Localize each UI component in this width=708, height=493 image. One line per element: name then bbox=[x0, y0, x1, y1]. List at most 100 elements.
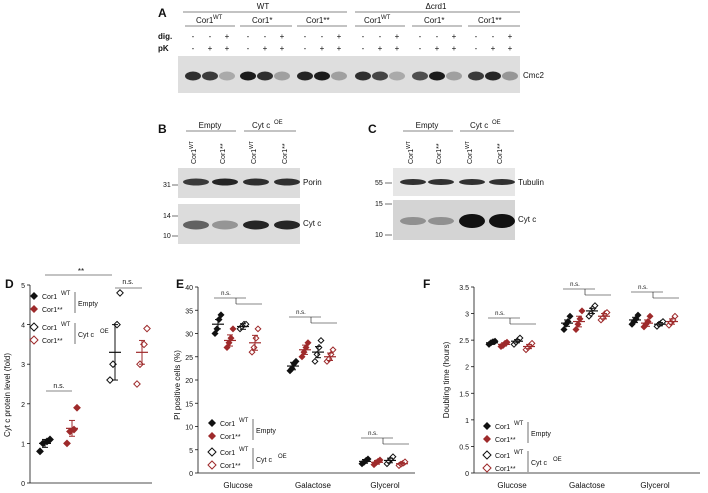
panel-c: C Empty Cyt c OE Cor1WT Cor1** Cor1WT Cor1*… bbox=[368, 120, 544, 240]
data-point bbox=[116, 289, 124, 297]
cmc2-band bbox=[257, 71, 273, 81]
data-point bbox=[572, 326, 580, 334]
panel-a-group-sup: WT bbox=[213, 15, 223, 21]
dig-sign: - bbox=[419, 32, 422, 41]
y-tick-label: 3 bbox=[21, 362, 25, 369]
data-point bbox=[211, 329, 219, 338]
sig-ns-label: n.s. bbox=[221, 291, 231, 297]
legend-cyt-sup: OE bbox=[278, 454, 287, 460]
panel-a: A WT Δcrd1 Cor1 WT Cor1* Cor1** Cor1 WT … bbox=[158, 2, 544, 93]
panel-d-marks bbox=[36, 289, 151, 456]
legend-wt-sup: WT bbox=[61, 291, 71, 297]
legend-marker-mut-empty bbox=[208, 432, 216, 440]
panel-a-group-label: Cor1 bbox=[196, 16, 214, 25]
panel-a-group-2: Cor1** bbox=[297, 16, 347, 27]
dig-sign: - bbox=[192, 32, 195, 41]
panel-b-bands bbox=[183, 178, 300, 230]
data-point bbox=[46, 435, 54, 444]
pk-sign: + bbox=[225, 44, 230, 53]
cmc2-band bbox=[274, 71, 290, 81]
legend-wt-empty: Cor1 bbox=[495, 424, 510, 431]
legend-cyt-label: Cyt c bbox=[256, 457, 272, 464]
pk-sign: + bbox=[320, 44, 325, 53]
panel-d-sig-main: ** bbox=[78, 267, 84, 276]
panel-f-significance: n.s. n.s. n.s. bbox=[488, 282, 679, 325]
panel-b-group-empty: Empty bbox=[199, 121, 222, 130]
panel-a-group-sup: WT bbox=[381, 15, 391, 21]
cytc-band bbox=[489, 214, 515, 228]
legend-marker-mut-empty bbox=[30, 305, 38, 313]
y-tick-label: 0.5 bbox=[459, 444, 469, 451]
panel-a-group-4: Cor1* bbox=[412, 16, 462, 27]
panel-e: E PI positive cells (%) 0 5 10 15 20 25 30 35 40… bbox=[173, 277, 415, 490]
lane-label: Cor1WT bbox=[249, 141, 258, 164]
panel-c-group-empty: Empty bbox=[416, 121, 439, 130]
panel-c-mw-55: 55 bbox=[375, 180, 383, 187]
dig-sign: + bbox=[452, 32, 457, 41]
panel-e-marks bbox=[211, 311, 409, 470]
legend-wt-sup: WT bbox=[239, 418, 249, 424]
lane-label: Cor1** bbox=[220, 143, 227, 164]
panel-d-letter: D bbox=[5, 277, 14, 291]
tubulin-band bbox=[459, 179, 485, 185]
panel-c-mw-10: 10 bbox=[375, 232, 383, 239]
legend-marker-wt-empty bbox=[483, 422, 491, 430]
cmc2-band bbox=[202, 71, 218, 81]
x-tick-label: Glycerol bbox=[640, 481, 670, 490]
data-point bbox=[646, 312, 654, 320]
sig-ns-label: n.s. bbox=[296, 310, 306, 316]
legend-cyt-label: Cyt c bbox=[531, 460, 547, 467]
panel-c-mw-15: 15 bbox=[375, 201, 383, 208]
lane-label: Cor1** bbox=[497, 143, 504, 164]
legend-marker-mut-cyt bbox=[207, 460, 217, 470]
porin-band bbox=[183, 178, 209, 186]
panel-b-mw-14: 14 bbox=[163, 213, 171, 220]
data-point bbox=[578, 307, 586, 315]
legend-marker-wt-cyt bbox=[207, 447, 217, 457]
y-tick-label: 20 bbox=[185, 378, 193, 385]
pk-sign: - bbox=[475, 44, 478, 53]
dig-sign: - bbox=[304, 32, 307, 41]
legend-wt-sup: WT bbox=[239, 447, 249, 453]
pk-sign: - bbox=[247, 44, 250, 53]
panel-a-group-1: Cor1* bbox=[240, 16, 292, 27]
cytc-band bbox=[243, 220, 269, 230]
panel-c-band-tubulin: Tubulin bbox=[518, 178, 544, 187]
data-point bbox=[317, 336, 325, 344]
lane-label: Cor1WT bbox=[189, 141, 198, 164]
lane-label: Cor1WT bbox=[465, 141, 474, 164]
legend-marker-wt-empty bbox=[208, 419, 216, 427]
cmc2-band bbox=[297, 71, 313, 81]
panel-d-legend: Cor1 WT Cor1** Empty Cor1 WT Cor1** Cyt … bbox=[29, 291, 109, 345]
panel-a-group-label: Cor1 bbox=[364, 16, 382, 25]
panel-a-bands bbox=[185, 71, 518, 81]
data-point bbox=[217, 311, 225, 319]
legend-cyt-sup: OE bbox=[553, 457, 562, 463]
legend-wt-sup: WT bbox=[61, 322, 71, 328]
pk-sign: - bbox=[362, 44, 365, 53]
pk-sign: + bbox=[452, 44, 457, 53]
sig-ns-label: n.s. bbox=[368, 431, 378, 437]
y-tick-label: 35 bbox=[185, 308, 193, 315]
cmc2-band bbox=[314, 71, 330, 81]
panel-e-axis: 0 5 10 15 20 25 30 35 40 Glucose Galactose Glycerol bbox=[185, 285, 415, 490]
data-point bbox=[298, 353, 306, 361]
panel-c-group-cyt-sup: OE bbox=[492, 120, 501, 126]
panel-b-band-porin: Porin bbox=[303, 178, 322, 187]
legend-wt-sup: WT bbox=[514, 450, 524, 456]
legend-wt-empty: Cor1 bbox=[220, 421, 235, 428]
dig-sign: - bbox=[321, 32, 324, 41]
porin-band bbox=[274, 178, 300, 186]
cytc-band bbox=[274, 220, 300, 230]
panel-a-crd1-header: Δcrd1 bbox=[426, 2, 447, 11]
data-point bbox=[311, 357, 319, 365]
data-point bbox=[503, 338, 511, 346]
panel-b-band-cytc: Cyt c bbox=[303, 219, 321, 228]
panel-c-band-cytc: Cyt c bbox=[518, 215, 536, 224]
legend-marker-wt-empty bbox=[30, 292, 38, 300]
legend-wt-cyt: Cor1 bbox=[495, 453, 510, 460]
legend-marker-wt-cyt bbox=[29, 322, 39, 332]
panel-b-mw-31: 31 bbox=[163, 182, 171, 189]
panel-a-dig-label: dig. bbox=[158, 32, 172, 41]
dig-sign: + bbox=[225, 32, 230, 41]
